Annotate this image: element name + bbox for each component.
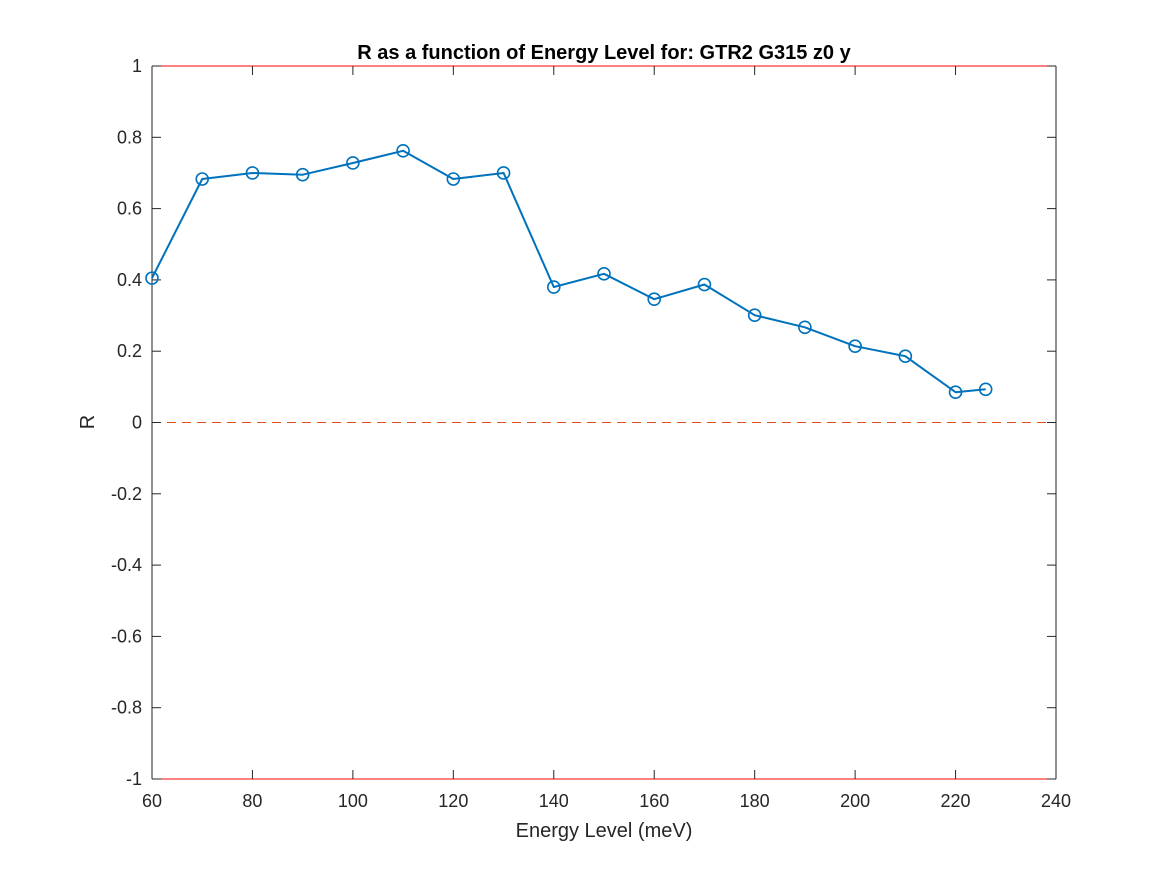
- data-point: [697, 277, 712, 292]
- y-tick-label: -0.6: [111, 626, 142, 646]
- x-tick-label: 200: [840, 791, 870, 811]
- x-tick-label: 80: [242, 791, 262, 811]
- data-point: [978, 382, 993, 397]
- y-tick-label: 0: [132, 413, 142, 433]
- data-point: [948, 385, 963, 399]
- data-point: [647, 292, 662, 306]
- x-tick-label: 140: [539, 791, 569, 811]
- data-point: [195, 172, 210, 186]
- y-tick-label: -1: [126, 769, 142, 789]
- x-axis-label: Energy Level (meV): [516, 820, 693, 842]
- x-tick-label: 120: [438, 791, 468, 811]
- x-tick-label: 100: [338, 791, 368, 811]
- y-tick-label: -0.4: [111, 555, 142, 575]
- data-series: [145, 144, 993, 399]
- data-point: [597, 267, 611, 281]
- x-axis-ticks: 60 80 100 120 140 160 180 200 220 240: [142, 66, 1071, 811]
- data-point: [798, 320, 812, 335]
- data-point: [346, 156, 360, 170]
- data-point: [446, 172, 461, 186]
- data-point: [245, 166, 260, 180]
- data-point: [848, 339, 862, 354]
- data-point: [145, 271, 159, 285]
- y-tick-label: 0.8: [117, 127, 142, 147]
- data-point: [496, 166, 511, 180]
- y-tick-label: -0.2: [111, 484, 142, 504]
- y-axis-ticks: -1 -0.8 -0.6 -0.4 -0.2 0 0.2 0.4 0.6 0.8 1: [111, 56, 1056, 789]
- data-point: [396, 144, 410, 158]
- y-axis-label: R: [77, 415, 99, 429]
- y-tick-label: 0.6: [117, 199, 142, 219]
- data-point: [295, 167, 310, 182]
- x-tick-label: 160: [639, 791, 669, 811]
- x-tick-label: 240: [1041, 791, 1071, 811]
- x-tick-label: 220: [941, 791, 971, 811]
- y-tick-label: 1: [132, 56, 142, 76]
- data-point: [898, 349, 913, 363]
- series-line-0: [151, 149, 986, 394]
- x-tick-label: 60: [142, 791, 162, 811]
- x-tick-label: 180: [740, 791, 770, 811]
- y-tick-label: 0.4: [117, 270, 142, 290]
- reference-lines: [152, 65, 1056, 780]
- y-tick-label: -0.8: [111, 698, 142, 718]
- data-point: [546, 280, 561, 294]
- y-tick-label: 0.2: [117, 341, 142, 361]
- data-point: [747, 308, 762, 322]
- chart-title: R as a function of Energy Level for: GTR…: [357, 42, 851, 64]
